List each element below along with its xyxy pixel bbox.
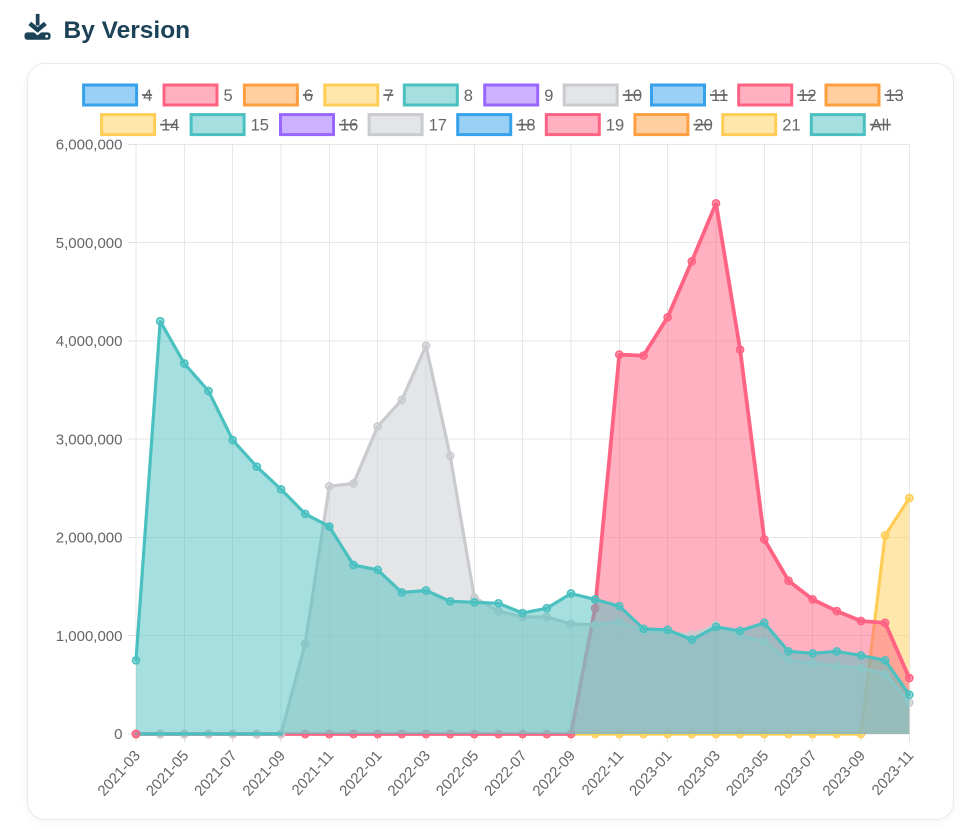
svg-text:3,000,000: 3,000,000 (56, 431, 123, 448)
svg-text:1,000,000: 1,000,000 (56, 628, 123, 645)
svg-text:2022-01: 2022-01 (336, 747, 385, 799)
svg-text:2023-07: 2023-07 (771, 747, 820, 799)
svg-text:2021-09: 2021-09 (239, 747, 288, 799)
svg-text:8: 8 (464, 87, 473, 105)
svg-text:2023-01: 2023-01 (626, 747, 675, 799)
svg-text:17: 17 (429, 116, 447, 134)
svg-text:2,000,000: 2,000,000 (56, 530, 123, 547)
svg-text:2023-05: 2023-05 (723, 747, 772, 799)
svg-text:2022-07: 2022-07 (481, 747, 530, 799)
svg-text:19: 19 (606, 116, 624, 134)
svg-text:5: 5 (224, 87, 233, 105)
svg-text:2023-03: 2023-03 (674, 747, 723, 799)
svg-text:15: 15 (251, 116, 269, 134)
svg-text:5,000,000: 5,000,000 (56, 235, 123, 252)
svg-text:2021-11: 2021-11 (289, 747, 338, 798)
svg-text:2022-05: 2022-05 (433, 747, 482, 799)
svg-text:6,000,000: 6,000,000 (56, 137, 123, 154)
svg-text:2023-11: 2023-11 (869, 747, 918, 798)
svg-text:2021-03: 2021-03 (94, 747, 143, 799)
svg-text:4,000,000: 4,000,000 (56, 333, 123, 350)
svg-text:21: 21 (782, 116, 800, 134)
svg-text:2021-05: 2021-05 (143, 747, 192, 799)
svg-text:2022-11: 2022-11 (579, 747, 628, 798)
svg-text:2023-09: 2023-09 (819, 747, 868, 799)
svg-text:2022-03: 2022-03 (384, 747, 433, 799)
svg-text:2021-07: 2021-07 (191, 747, 240, 799)
svg-text:9: 9 (544, 87, 553, 105)
svg-text:2022-09: 2022-09 (529, 747, 578, 799)
svg-text:0: 0 (114, 726, 122, 743)
